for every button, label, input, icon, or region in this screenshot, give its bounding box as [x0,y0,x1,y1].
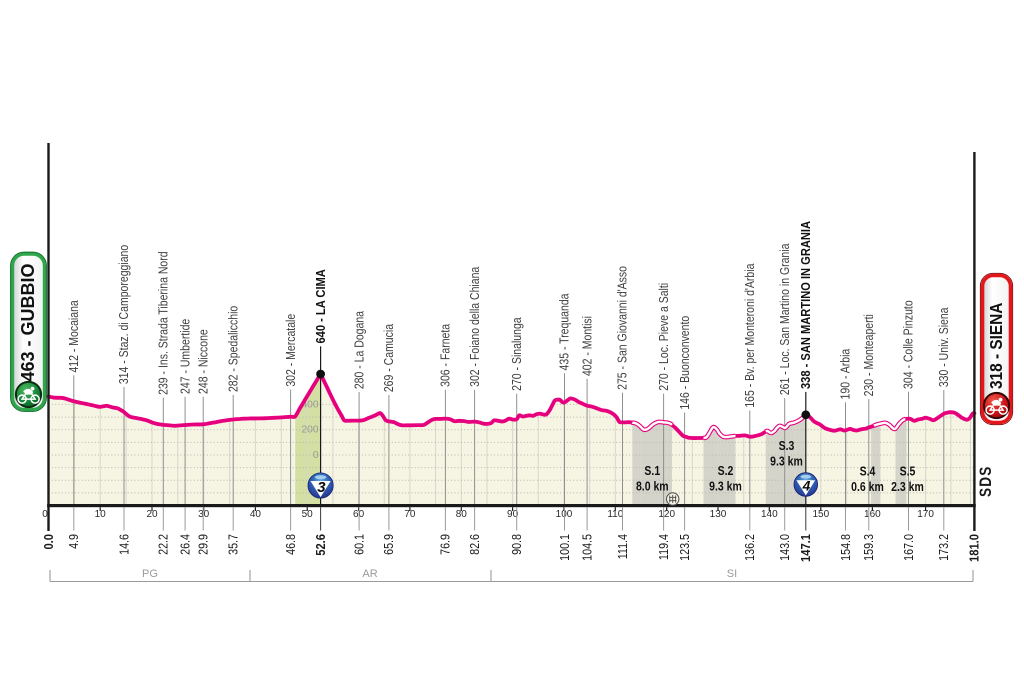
svg-text:120: 120 [658,509,675,520]
svg-text:0.0: 0.0 [41,534,56,550]
svg-text:60.1: 60.1 [353,534,367,555]
svg-text:35.7: 35.7 [227,534,241,555]
svg-text:170: 170 [917,509,934,520]
svg-text:200: 200 [302,425,319,436]
svg-text:0: 0 [42,509,48,520]
svg-text:S.3: S.3 [779,440,795,453]
svg-text:104.5: 104.5 [581,534,595,561]
svg-text:14.6: 14.6 [118,534,132,555]
svg-text:304 - Colle Pinzuto: 304 - Colle Pinzuto [903,300,916,389]
svg-text:50: 50 [302,509,314,520]
svg-text:S.1: S.1 [644,465,660,478]
svg-text:159.3: 159.3 [862,534,876,561]
svg-text:3: 3 [317,480,326,496]
svg-text:90: 90 [507,509,519,520]
svg-text:65.9: 65.9 [382,534,396,555]
svg-text:270 - Sinalunga: 270 - Sinalunga [511,317,524,391]
svg-text:314 - Staz. di Camporeggiano: 314 - Staz. di Camporeggiano [118,245,131,384]
svg-text:190 - Arbia: 190 - Arbia [840,348,853,399]
svg-text:SDS: SDS [977,465,996,497]
svg-text:181.0: 181.0 [967,534,982,562]
svg-text:119.4: 119.4 [657,534,671,561]
svg-text:150: 150 [812,509,829,520]
svg-text:10: 10 [95,509,107,520]
svg-text:26.4: 26.4 [179,534,193,555]
svg-text:4.9: 4.9 [67,534,81,549]
svg-text:AR: AR [362,568,377,580]
svg-text:9.3 km: 9.3 km [770,456,803,469]
svg-text:247 - Umbertide: 247 - Umbertide [180,319,193,394]
svg-text:275 - San Giovanni d'Asso: 275 - San Giovanni d'Asso [617,266,630,390]
svg-text:100.1: 100.1 [558,534,572,561]
svg-text:146 - Buonconvento: 146 - Buonconvento [679,316,692,410]
svg-text:261 - Loc. San Martino in Gran: 261 - Loc. San Martino in Grania [779,243,792,395]
svg-text:280 - La Dogana: 280 - La Dogana [354,310,367,389]
svg-text:167.0: 167.0 [902,534,916,561]
svg-text:302 - Mercatale: 302 - Mercatale [285,314,298,387]
svg-text:154.8: 154.8 [839,534,853,561]
svg-text:160: 160 [864,509,881,520]
svg-text:22.2: 22.2 [157,534,171,555]
svg-text:435 - Trequanda: 435 - Trequanda [559,293,572,371]
svg-text:136.2: 136.2 [743,534,757,561]
svg-text:76.9: 76.9 [439,534,453,555]
svg-text:8.0 km: 8.0 km [636,481,669,494]
svg-text:52.6: 52.6 [313,534,328,556]
svg-text:46.8: 46.8 [284,534,298,555]
svg-text:S.2: S.2 [718,465,734,478]
svg-text:PG: PG [142,568,158,580]
svg-text:306 - Farneta: 306 - Farneta [440,323,453,387]
svg-text:2.3 km: 2.3 km [891,481,924,494]
svg-text:282 - Spedalicchio: 282 - Spedalicchio [228,306,241,392]
svg-text:111.4: 111.4 [616,534,630,560]
svg-text:S.4: S.4 [860,466,876,479]
svg-text:SI: SI [727,568,737,580]
svg-text:318 - SIENA: 318 - SIENA [987,303,1006,389]
svg-text:143.0: 143.0 [778,534,792,561]
svg-text:640 - LA CIMA: 640 - LA CIMA [313,269,328,344]
svg-text:173.2: 173.2 [937,534,951,561]
svg-text:30: 30 [198,509,210,520]
svg-text:147.1: 147.1 [798,534,813,562]
svg-text:330 - Univ. Siena: 330 - Univ. Siena [938,307,951,387]
svg-text:9.3 km: 9.3 km [709,481,742,494]
svg-text:130: 130 [710,509,727,520]
svg-text:248 - Niccone: 248 - Niccone [198,329,211,394]
svg-text:40: 40 [250,509,262,520]
svg-text:338 - SAN MARTINO IN GRANIA: 338 - SAN MARTINO IN GRANIA [798,221,813,389]
svg-text:402 - Montisi: 402 - Montisi [582,316,595,376]
svg-text:0.6 km: 0.6 km [851,481,884,494]
svg-text:123.5: 123.5 [678,534,692,561]
svg-text:S.5: S.5 [900,466,916,479]
svg-text:110: 110 [607,509,623,520]
svg-text:90.8: 90.8 [510,534,524,555]
svg-text:239 - Ins. Strada Tiberina Nor: 239 - Ins. Strada Tiberina Nord [158,251,171,394]
svg-text:4: 4 [802,477,811,493]
svg-text:412 - Mocaiana: 412 - Mocaiana [68,300,81,373]
svg-text:400: 400 [302,399,319,410]
svg-text:165 - Bv. per Monteroni d'Arbi: 165 - Bv. per Monteroni d'Arbia [744,263,757,408]
svg-text:20: 20 [146,509,158,520]
svg-text:82.6: 82.6 [468,534,482,555]
svg-text:140: 140 [761,509,778,520]
svg-text:0: 0 [313,450,319,461]
svg-text:80: 80 [456,509,468,520]
svg-text:230 - Monteaperti: 230 - Monteaperti [863,314,876,396]
svg-text:29.9: 29.9 [197,534,211,555]
svg-text:270 - Loc. Pieve a Salti: 270 - Loc. Pieve a Salti [658,283,671,391]
svg-text:463 - GUBBIO: 463 - GUBBIO [18,263,38,381]
svg-text:302 - Foiano della Chiana: 302 - Foiano della Chiana [469,266,482,387]
svg-text:70: 70 [404,509,416,520]
svg-text:269 - Camucia: 269 - Camucia [383,323,396,392]
